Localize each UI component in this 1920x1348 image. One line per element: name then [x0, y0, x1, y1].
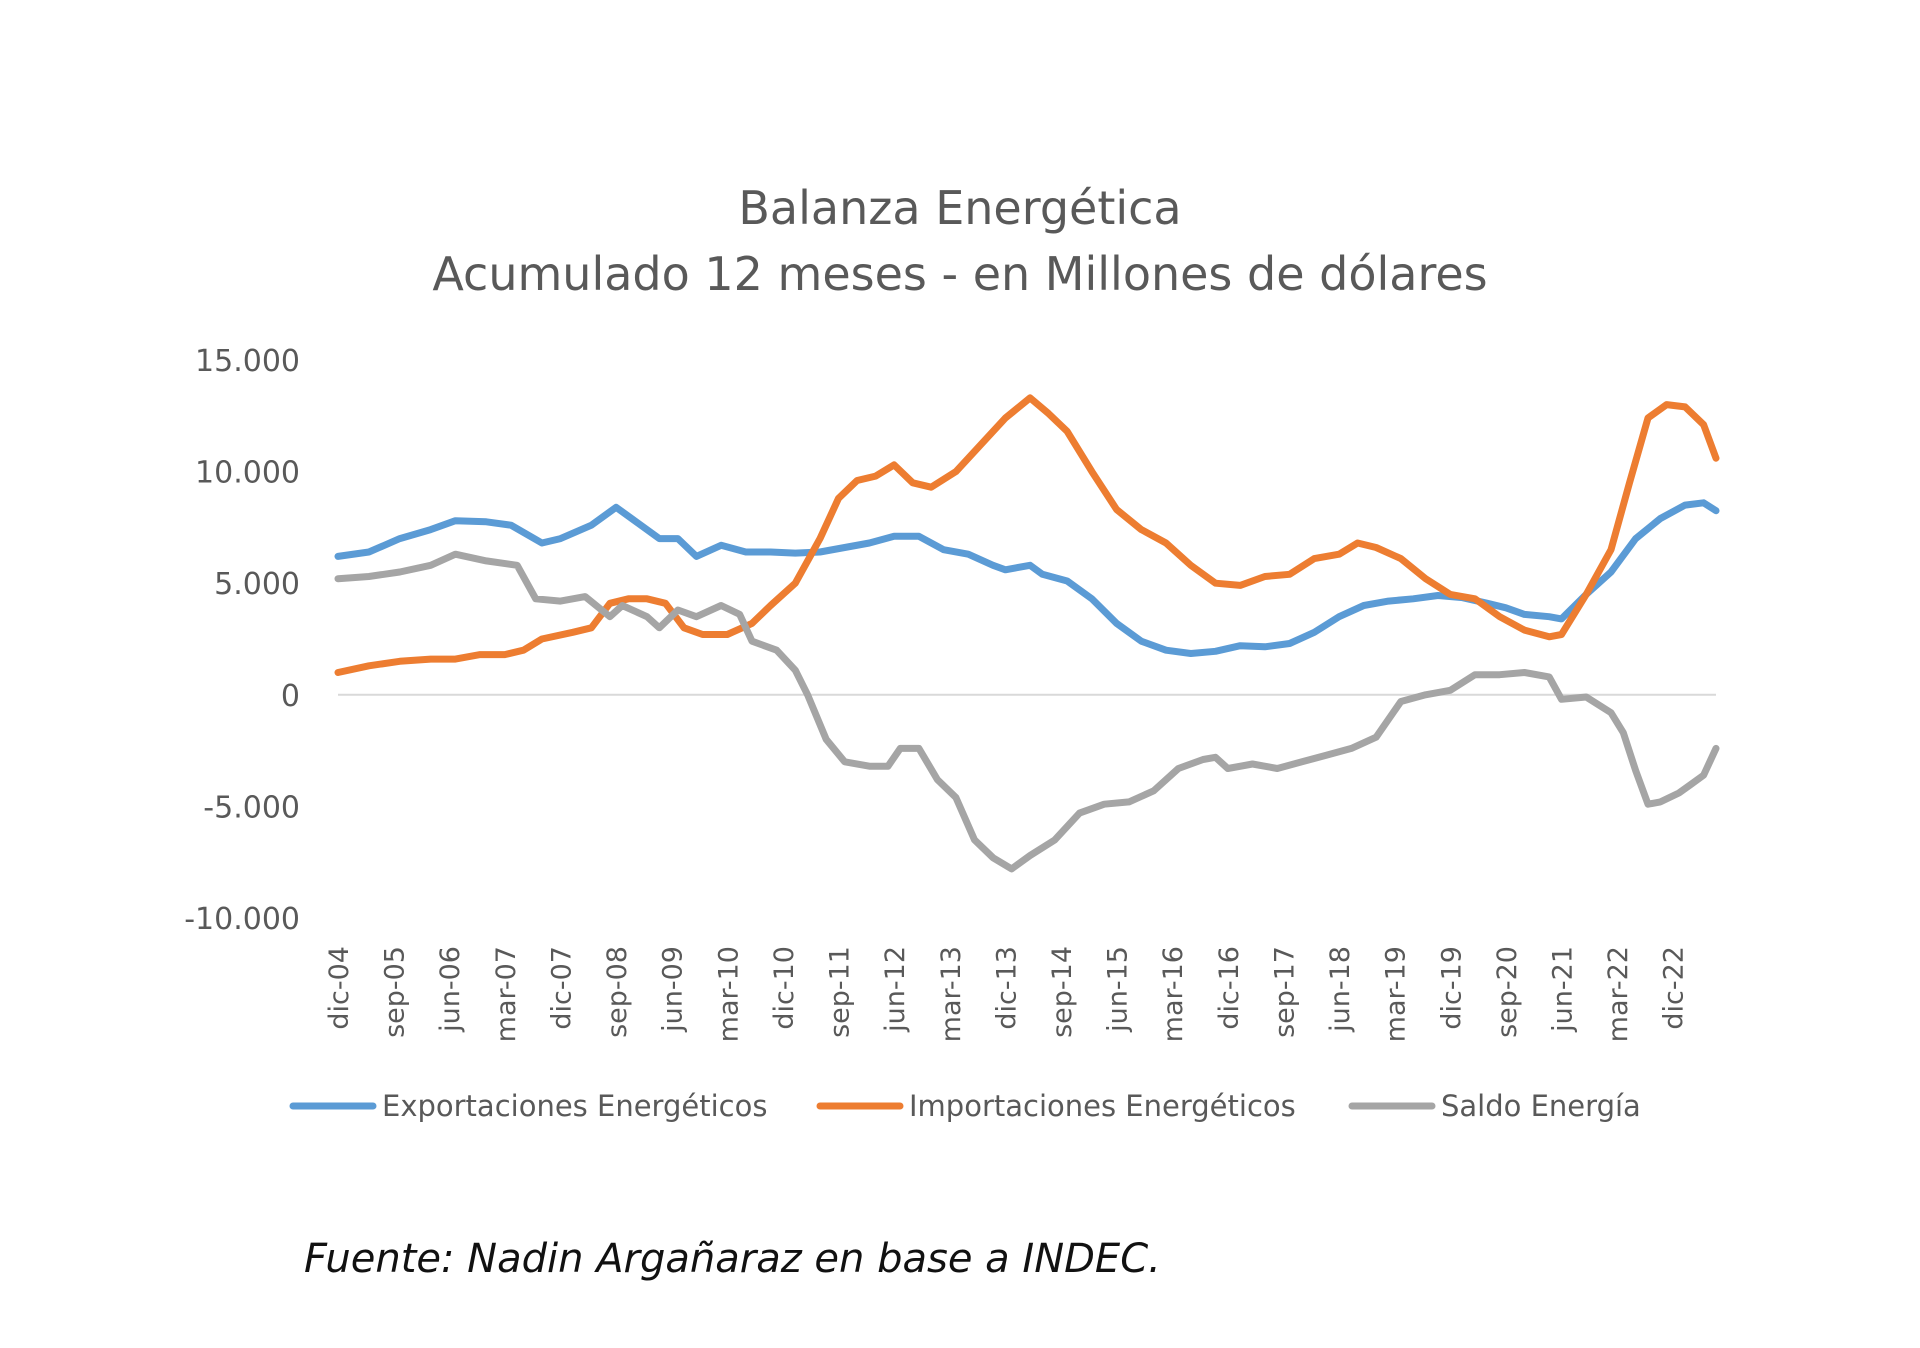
x-tick-label: mar-13 [936, 946, 967, 1042]
x-tick-label: dic-16 [1214, 946, 1245, 1030]
x-tick-label: sep-17 [1269, 946, 1300, 1038]
x-tick-label: mar-22 [1603, 946, 1634, 1042]
x-tick-label: dic-04 [324, 946, 355, 1030]
y-tick-label: 10.000 [195, 456, 300, 491]
legend: Exportaciones Energéticos Importaciones … [289, 1089, 1641, 1123]
x-tick-label: mar-10 [713, 946, 744, 1042]
series-line-saldo [334, 550, 1720, 873]
x-tick-label: sep-08 [602, 946, 633, 1038]
y-tick-label: 15.000 [195, 344, 300, 379]
source-note: Fuente: Nadin Argañaraz en base a INDEC. [304, 1236, 1161, 1282]
x-tick-label: mar-19 [1381, 946, 1412, 1042]
y-tick-label: -5.000 [203, 790, 300, 825]
chart-subtitle: Acumulado 12 meses - en Millones de dóla… [432, 247, 1487, 301]
x-tick-label: dic-19 [1436, 946, 1467, 1030]
series-line-importaciones [334, 394, 1720, 676]
x-tick-label: dic-07 [546, 946, 577, 1030]
x-tick-label: jun-18 [1325, 946, 1356, 1033]
series-line-exportaciones [334, 499, 1720, 657]
x-tick-label: jun-15 [1103, 946, 1134, 1033]
x-tick-label: jun-06 [435, 946, 466, 1033]
x-tick-label: sep-05 [380, 946, 411, 1038]
legend-item-exportaciones[interactable]: Exportaciones Energéticos [289, 1089, 767, 1123]
legend-label-importaciones: Importaciones Energéticos [909, 1089, 1296, 1123]
x-tick-label: dic-22 [1659, 946, 1690, 1030]
legend-item-saldo[interactable]: Saldo Energía [1348, 1089, 1641, 1123]
x-tick-label: dic-10 [769, 946, 800, 1030]
x-tick-label: jun-12 [880, 946, 911, 1033]
series-lines [334, 394, 1720, 873]
x-axis: dic-04 sep-05 jun-06 mar-07 dic-07 sep-08 jun-… [324, 946, 1690, 1042]
legend-item-importaciones[interactable]: Importaciones Energéticos [816, 1089, 1296, 1123]
x-tick-label: jun-21 [1548, 946, 1579, 1033]
chart-title: Balanza Energética [738, 181, 1181, 235]
y-axis: 15.000 10.000 5.000 0 -5.000 -10.000 [184, 344, 300, 937]
y-tick-label: 5.000 [214, 567, 300, 602]
x-tick-label: dic-13 [991, 946, 1022, 1030]
x-tick-label: jun-09 [658, 946, 689, 1033]
x-tick-label: mar-16 [1158, 946, 1189, 1042]
legend-label-exportaciones: Exportaciones Energéticos [382, 1089, 767, 1123]
x-tick-label: sep-20 [1492, 946, 1523, 1038]
x-tick-label: sep-11 [825, 946, 856, 1038]
x-tick-label: mar-07 [491, 946, 522, 1042]
y-tick-label: -10.000 [184, 902, 300, 937]
x-tick-label: sep-14 [1047, 946, 1078, 1038]
y-tick-label: 0 [281, 679, 300, 714]
legend-label-saldo: Saldo Energía [1441, 1089, 1641, 1123]
